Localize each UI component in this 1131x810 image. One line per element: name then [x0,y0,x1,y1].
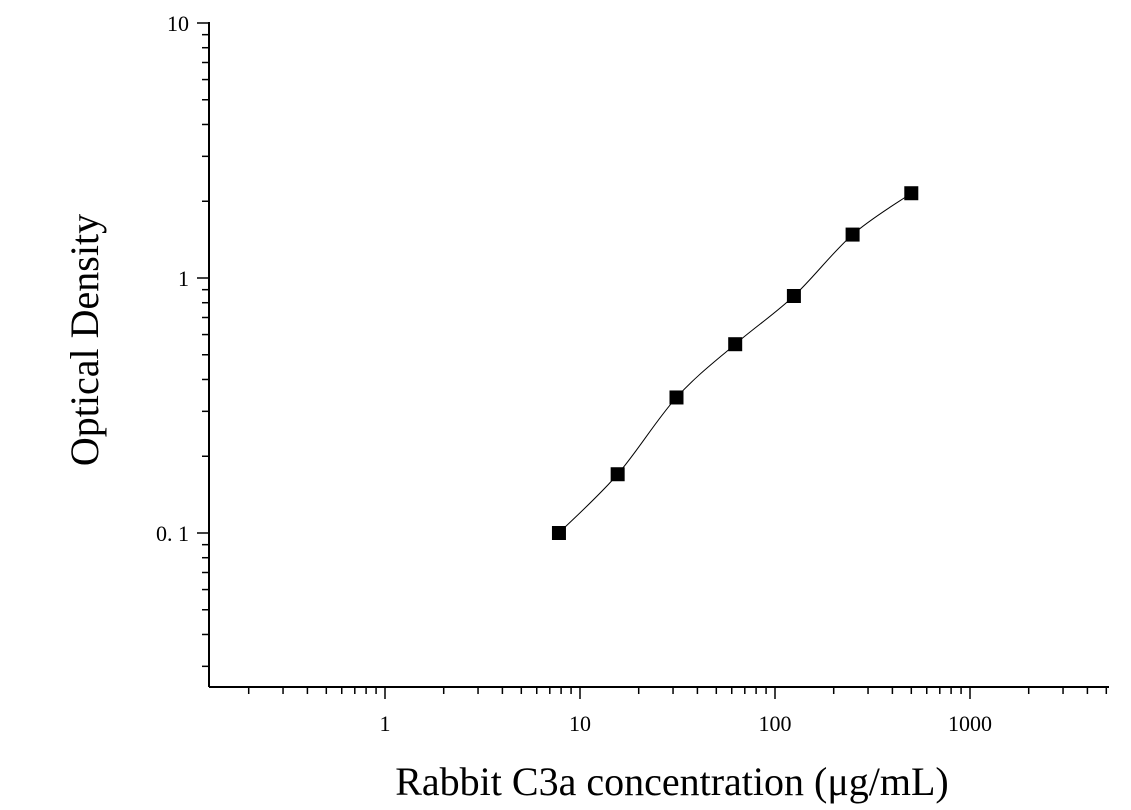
data-points [551,186,919,540]
x-tick-label: 1000 [948,711,992,736]
data-point [669,390,684,405]
y-tick-label: 0. 1 [156,521,189,546]
x-tick-label: 10 [569,711,591,736]
axes [208,22,1109,688]
y-tick-label: 10 [167,11,189,36]
data-point [728,337,743,352]
y-tick-label: 1 [178,266,189,291]
ticks [197,22,1108,699]
data-point [904,186,919,201]
x-tick-label: 100 [759,711,792,736]
tick-labels: 1 10 100 1000 0. 1 1 10 [156,11,992,736]
y-axis-title: Optical Density [62,214,107,466]
data-point [786,288,801,303]
x-axis-title: Rabbit C3a concentration (μg/mL) [395,759,949,804]
data-point [845,227,860,242]
x-tick-label: 1 [380,711,391,736]
data-point [610,467,625,482]
data-point [551,526,566,540]
fit-line [558,192,912,534]
